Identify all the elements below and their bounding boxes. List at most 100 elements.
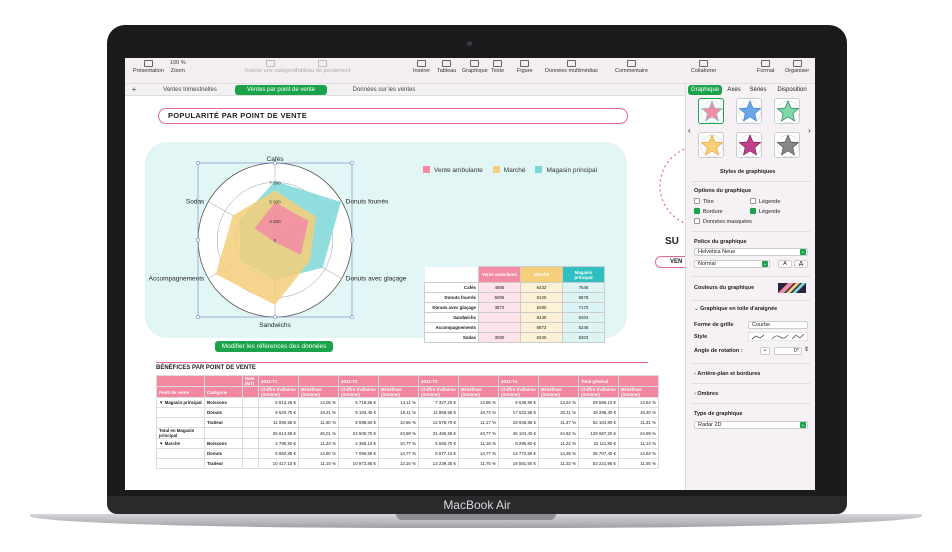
opt-legende-2[interactable]: Légende [750,208,780,215]
resize-handle[interactable] [273,315,277,319]
font-select[interactable]: Helvetica Neue [694,248,808,256]
tab-donnees-ventes[interactable]: Données sur les ventes [352,87,416,93]
table-cell[interactable]: 5006 [478,292,521,303]
table-cell[interactable]: 5204 [562,312,605,323]
modify-data-references-button[interactable]: Modifier les références des données [215,341,333,352]
table-cell[interactable]: 46 104,40 € [498,427,539,439]
table-cell[interactable]: 11,47 % [538,417,579,428]
table-cell[interactable] [242,397,259,408]
table-cell[interactable]: 3872 [478,302,521,313]
table-cell[interactable]: 11,80 % [298,417,339,428]
table-cell[interactable]: 11,17 % [458,417,499,428]
table-cell[interactable]: Total général [578,375,619,387]
table-cell[interactable]: 14,05 % [298,397,339,408]
table-cell[interactable] [242,407,259,418]
tab-graphique[interactable]: Graphique [688,85,722,95]
table-cell[interactable]: 18 945,85 € [498,417,539,428]
table-cell[interactable]: 11 859,55 € [418,407,459,418]
table-cell[interactable]: 6432 [520,282,563,293]
chart-type-select[interactable]: Radar 2D [694,421,808,429]
table-cell[interactable] [242,386,259,398]
toolbar-donn-es-multim-dias[interactable]: Données multimédias [545,60,598,74]
resize-handle[interactable] [350,315,354,319]
table-cell[interactable] [204,427,243,439]
grid-shape-select[interactable]: Courbe [748,321,808,329]
opt-bordure[interactable]: Bordure [694,208,723,215]
table-cell[interactable]: 12 578,70 € [418,417,459,428]
table-cell[interactable] [298,375,339,387]
table-cell[interactable]: 18,74 % [458,407,499,418]
table-cell[interactable] [242,438,259,449]
table-cell[interactable]: Bénéfices (Somme) [458,386,499,398]
table-row-label[interactable]: Donuts avec glaçage [424,302,479,313]
table-cell[interactable]: 20,11 % [538,407,579,418]
table-cell[interactable]: 43,77 % [458,427,499,439]
table-header[interactable]: Vente ambulante [478,266,521,283]
opt-donnees-masquees[interactable]: Données masquées [694,218,752,225]
table-cell[interactable]: 48 286,30 € [578,407,619,418]
table-cell[interactable]: 44,59 % [618,427,659,439]
table-cell[interactable]: 2021-T2 [338,375,379,387]
table-cell[interactable]: 11,31 % [618,417,659,428]
table-cell[interactable]: 19,21 % [298,407,339,418]
table-row-label[interactable]: Sodas [424,332,479,343]
radar-section[interactable]: ⌄ Graphique en toile d'araignée [694,306,777,312]
table-cell[interactable]: 9 183,45 € [338,407,379,418]
table-cell[interactable]: Chiffre d'affaires (Somme) [338,386,379,398]
table-cell[interactable]: 3050 [478,332,521,343]
table-cell[interactable]: 5303 [562,332,605,343]
toolbar-collaborer[interactable]: Collaborer [691,60,716,74]
table-cell[interactable]: 4 365,10 € [338,438,379,449]
table-cell[interactable]: 10 417,15 € [258,458,299,469]
table-row-label[interactable]: Cafés [424,282,479,293]
table-cell[interactable]: 28 596,10 € [578,397,619,408]
table-cell[interactable]: 13,86 % [458,397,499,408]
table-cell[interactable]: 11,22 % [538,438,579,449]
line-style-options[interactable] [748,332,808,341]
table-cell[interactable]: 31 465,55 € [418,427,459,439]
table-cell[interactable]: Bénéfices (Somme) [618,386,659,398]
table-cell[interactable]: Donuts [204,407,243,418]
chart-style-thumbnail[interactable] [774,98,800,124]
toolbar-format[interactable]: Format [757,60,774,74]
radar-series-vente-ambulante[interactable] [254,202,309,255]
table-cell[interactable]: 45,01 % [298,427,339,439]
resize-handle[interactable] [350,161,354,165]
table-cell[interactable] [156,417,205,428]
table-cell[interactable]: 19,11 % [378,407,419,418]
table-cell[interactable] [156,375,205,387]
table-cell[interactable] [458,375,499,387]
table-cell[interactable]: 11 080,55 € [258,417,299,428]
table-cell[interactable]: 18 591,60 € [498,458,539,469]
table-cell[interactable]: 9878 [562,292,605,303]
table-cell[interactable] [156,407,205,418]
table-cell[interactable]: Donuts [204,448,243,459]
chart-style-thumbnail[interactable] [698,132,724,158]
chart-colors-swatch[interactable] [778,283,806,293]
table-cell[interactable]: 14,11 % [378,397,419,408]
table-cell[interactable] [478,322,521,333]
checkbox-legende-2[interactable] [750,208,756,214]
table-row-label[interactable]: Accompagnements [424,322,479,333]
toolbar-pr-sentation[interactable]: Présentation [133,60,164,74]
table-cell[interactable]: 14,39 % [538,448,579,459]
table-cell[interactable]: 8873 [520,322,563,333]
table-cell[interactable]: 11,18 % [458,438,499,449]
toolbar-commentaire[interactable]: Commentaire [615,60,648,74]
table-cell[interactable]: 10,66 % [378,417,419,428]
table-cell[interactable]: 10 973,85 € [338,458,379,469]
rotation-stepper-icon[interactable]: ⇕ [804,347,810,353]
table-cell[interactable]: 5290 [520,302,563,313]
table-cell[interactable]: Chiffre d'affaires (Somme) [418,386,459,398]
table-cell[interactable]: 13,80 % [298,448,339,459]
table-cell[interactable]: 43,88 % [378,427,419,439]
table-cell[interactable]: ▼ Marché [156,438,205,449]
table-cell[interactable]: 5 718,65 € [338,397,379,408]
table-cell[interactable]: 12,16 % [378,458,419,469]
tab-ventes-trimestrielles[interactable]: Ventes trimestrielles [163,87,217,93]
chart-style-thumbnail[interactable] [736,98,762,124]
table-row-label[interactable]: Sandwichs [424,312,479,323]
table-cell[interactable]: Boissons [204,397,243,408]
table-cell[interactable] [378,375,419,387]
opt-legende[interactable]: Légende [750,198,780,205]
